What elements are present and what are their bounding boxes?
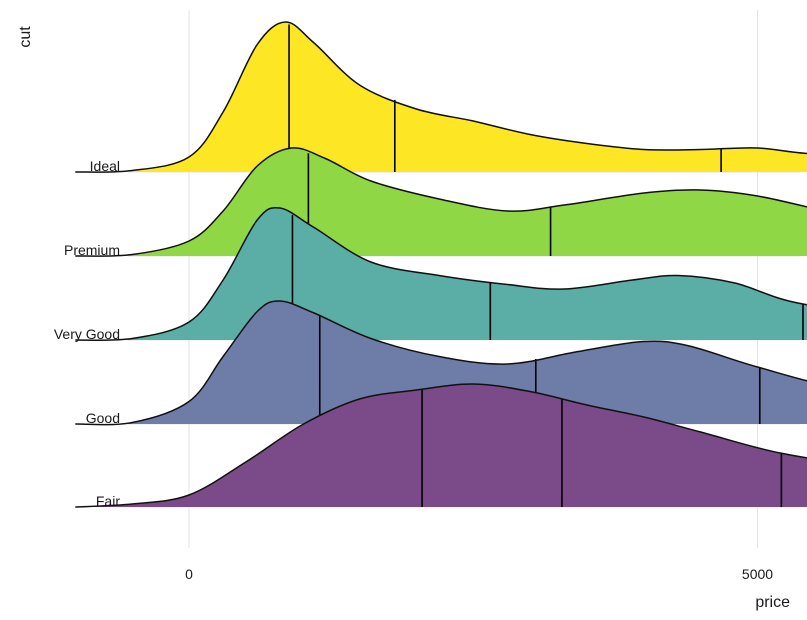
y-tick-labels: Ideal Premium Very Good Good Fair	[54, 158, 120, 509]
density-outline-good	[75, 300, 807, 426]
density-outline-fair	[75, 383, 807, 508]
ridge-fair	[75, 383, 807, 508]
ridge-good	[75, 300, 807, 426]
density-area-fair	[75, 383, 807, 507]
density-area-very-good	[75, 207, 807, 341]
density-outline-very-good	[75, 206, 807, 342]
x-tick-labels: 05000100001500020000	[185, 566, 773, 582]
y-axis-title: cut	[17, 26, 34, 48]
ridges	[75, 21, 807, 508]
density-area-ideal	[75, 21, 807, 173]
ridge-ideal	[75, 21, 807, 173]
x-tick-label-1: 5000	[742, 566, 773, 582]
y-tick-label-very-good: Very Good	[54, 326, 120, 342]
y-tick-label-fair: Fair	[96, 493, 120, 509]
x-axis-title: price	[755, 594, 790, 611]
y-tick-label-premium: Premium	[64, 242, 120, 258]
y-tick-label-good: Good	[86, 410, 120, 426]
density-outline-premium	[75, 147, 807, 257]
y-tick-label-ideal: Ideal	[90, 158, 120, 174]
density-outline-ideal	[75, 21, 807, 173]
density-area-good	[75, 300, 807, 425]
x-tick-label-0: 0	[185, 566, 193, 582]
